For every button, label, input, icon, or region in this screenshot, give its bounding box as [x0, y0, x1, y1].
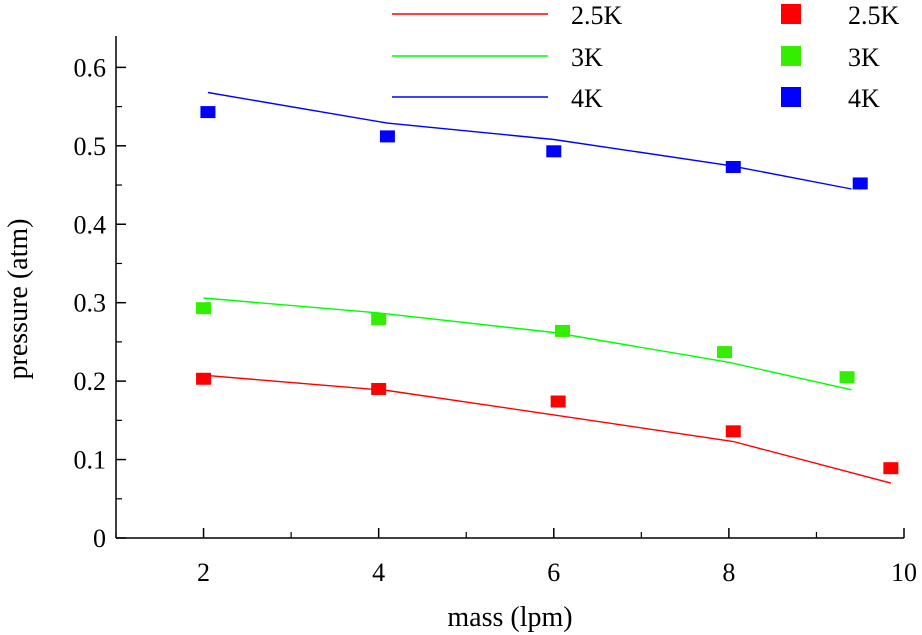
marker-4K-2 [546, 145, 562, 158]
marker-2.5K-3 [725, 425, 741, 438]
marker-4K-3 [725, 160, 741, 173]
legend-marker-label-4K: 4K [848, 84, 880, 113]
y-minor-ticks [116, 105, 122, 500]
x-tick-label-6: 6 [547, 558, 560, 587]
marker-3K-0 [196, 302, 212, 315]
x-ticks: 2 4 6 8 10 [197, 528, 917, 587]
x-axis-label: mass (lpm) [447, 602, 572, 633]
legend-line-label-3K: 3K [571, 43, 603, 72]
marker-4K-0 [200, 106, 216, 119]
marker-2.5K-2 [550, 395, 566, 408]
x-tick-label-8: 8 [722, 558, 735, 587]
marker-3K-2 [555, 324, 571, 337]
marker-2.5K-1 [371, 382, 387, 395]
y-ticks: 0 0.1 0.2 0.3 0.4 0.5 0.6 [74, 53, 126, 553]
x-tick-label-2: 2 [197, 558, 210, 587]
axes [115, 36, 904, 539]
series-markers [196, 106, 899, 475]
line-series-4K [207, 91, 852, 190]
y-tick-label-0: 0 [93, 524, 106, 553]
marker-4K-1 [379, 130, 395, 143]
y-tick-label-0.6: 0.6 [74, 53, 107, 82]
marker-3K-3 [717, 346, 733, 359]
marker-2.5K-0 [196, 372, 212, 385]
line-series-3K [203, 297, 852, 391]
x-minor-ticks [115, 532, 818, 538]
y-tick-label-0.3: 0.3 [74, 289, 107, 318]
legend-marker-3K [781, 46, 801, 66]
legend-marker-2.5K [781, 4, 801, 24]
legend-marker-label-2.5K: 2.5K [848, 1, 900, 30]
x-tick-label-4: 4 [372, 558, 385, 587]
legend-marker-4K [781, 87, 801, 107]
marker-2.5K-4 [883, 462, 899, 475]
y-tick-label-0.4: 0.4 [74, 210, 107, 239]
y-tick-label-0.2: 0.2 [74, 367, 107, 396]
line-series-2.5K [207, 374, 892, 484]
y-tick-label-0.1: 0.1 [74, 446, 107, 475]
legend-line-label-2.5K: 2.5K [571, 1, 623, 30]
y-axis-label: pressure (atm) [3, 219, 34, 380]
marker-3K-1 [371, 313, 387, 326]
legend: 2.5K 3K 4K 2.5K 3K 4K [392, 1, 900, 113]
marker-3K-4 [839, 371, 855, 384]
legend-line-label-4K: 4K [571, 84, 603, 113]
marker-4K-4 [852, 177, 868, 190]
legend-marker-label-3K: 3K [848, 43, 880, 72]
series-lines [203, 91, 892, 484]
y-tick-label-0.5: 0.5 [74, 132, 107, 161]
x-tick-label-10: 10 [891, 558, 917, 587]
